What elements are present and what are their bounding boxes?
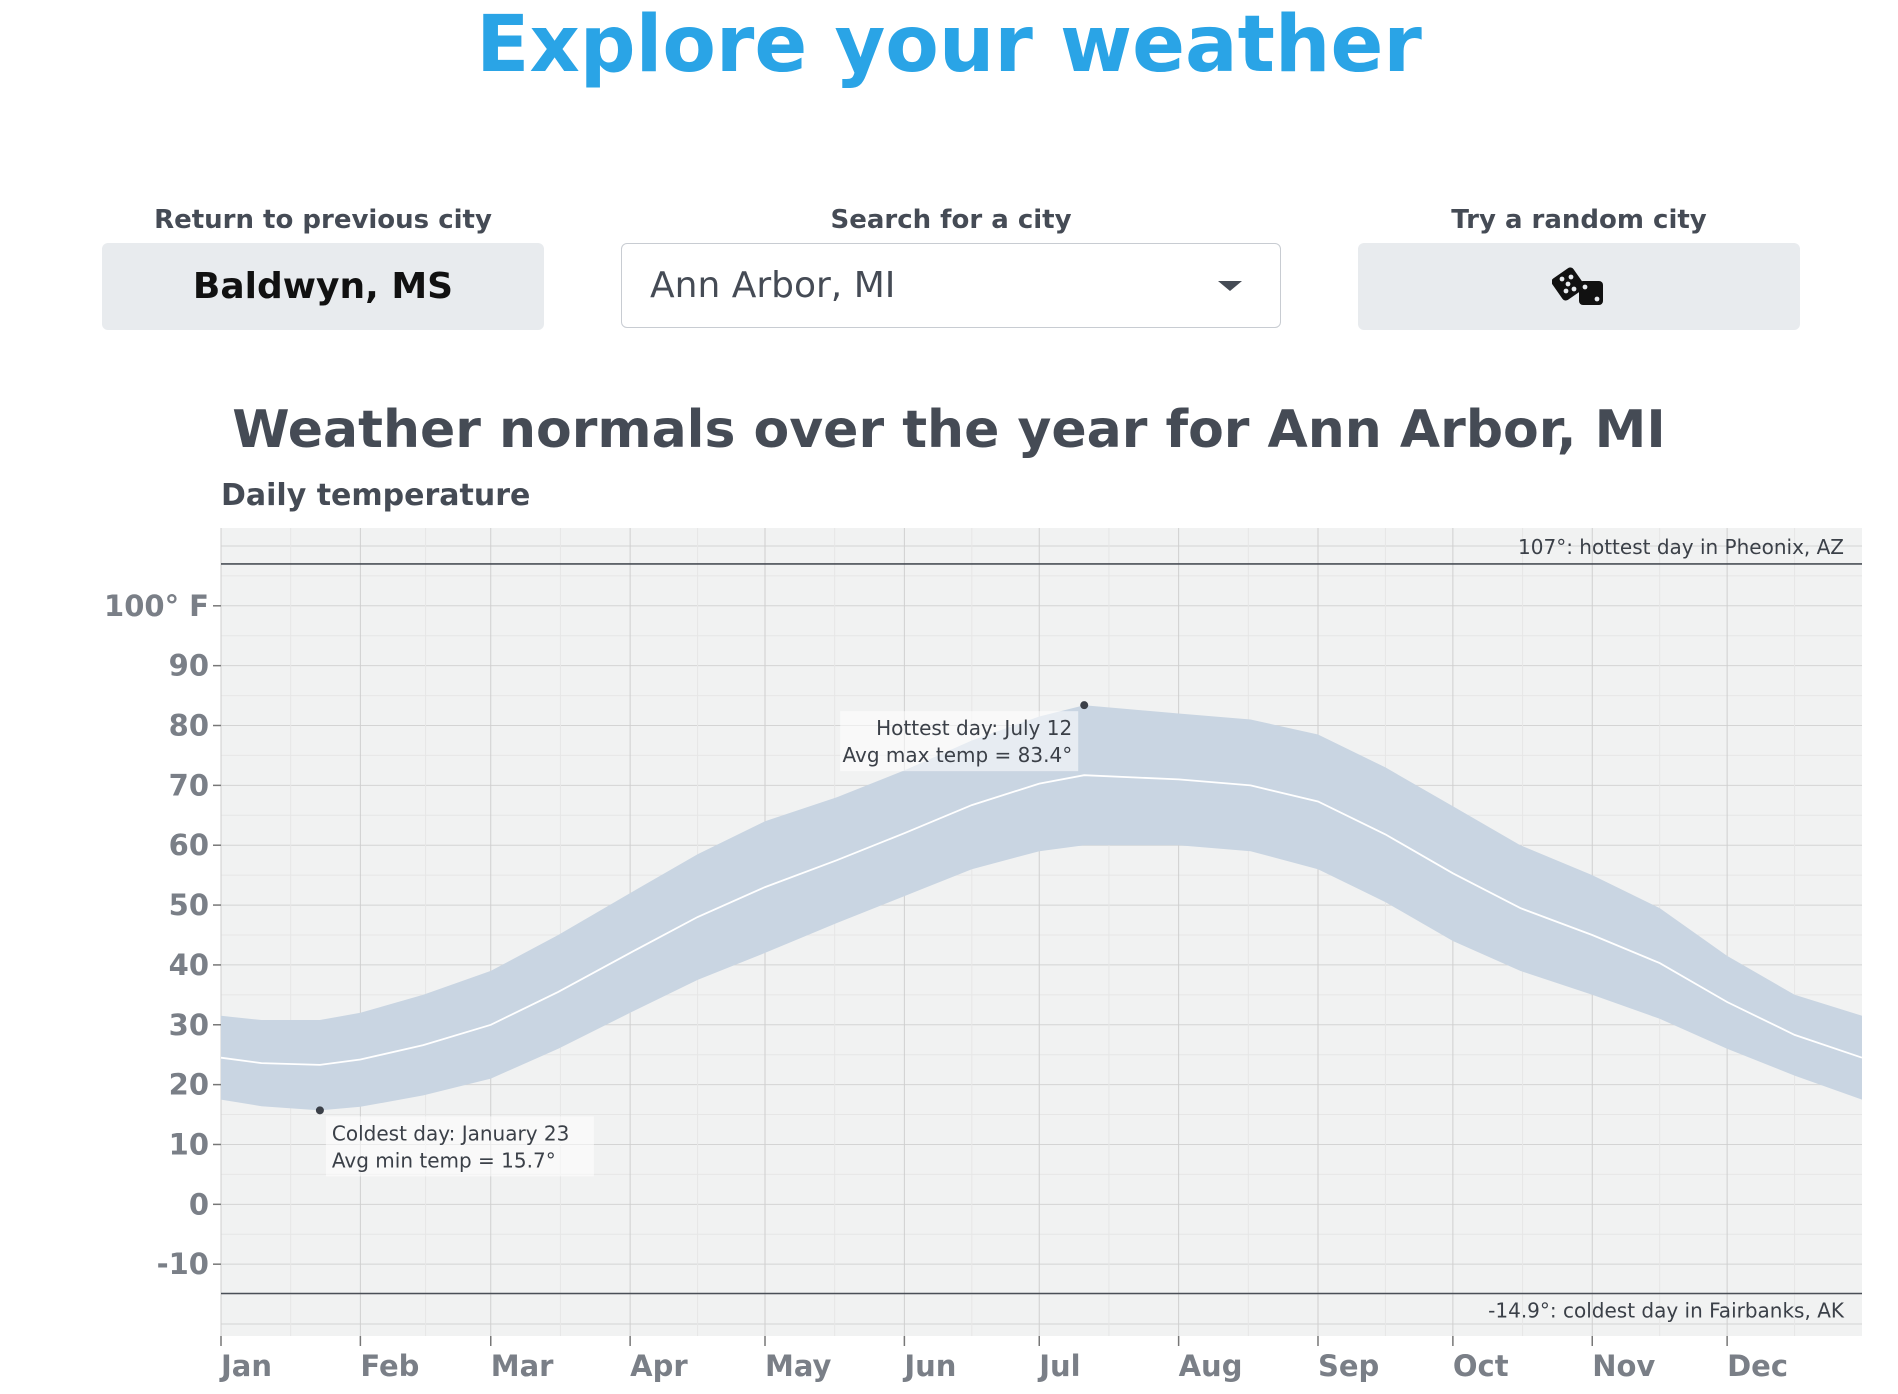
y-tick-label: 70 xyxy=(169,768,209,802)
x-tick-label: Feb xyxy=(360,1349,419,1383)
y-tick-label: 10 xyxy=(169,1127,209,1161)
section-title: Weather normals over the year for Ann Ar… xyxy=(232,400,1666,460)
x-tick-label: Jul xyxy=(1037,1349,1080,1383)
city-search-select[interactable]: Ann Arbor, MI xyxy=(621,243,1281,328)
y-tick-label: 50 xyxy=(169,888,209,922)
chevron-down-icon[interactable] xyxy=(1218,280,1242,291)
search-city-label: Search for a city xyxy=(830,205,1072,235)
average-temperature-line xyxy=(220,774,1863,1066)
annotation-box xyxy=(325,1116,594,1177)
x-tick-label: Apr xyxy=(630,1349,688,1383)
annotation-box xyxy=(840,711,1079,772)
dice-icon xyxy=(1552,266,1603,305)
x-tick-label: Sep xyxy=(1318,1349,1379,1383)
x-tick-label: Jun xyxy=(902,1349,956,1383)
annotation-line-1: Hottest day: July 12 xyxy=(876,716,1072,740)
x-tick-label: May xyxy=(765,1349,832,1383)
y-tick-label: 80 xyxy=(169,709,209,743)
reference-line-label: 107°: hottest day in Pheonix, AZ xyxy=(1518,535,1844,559)
y-tick-label: 90 xyxy=(169,649,209,683)
x-tick-label: Nov xyxy=(1592,1349,1655,1383)
y-tick-label: 60 xyxy=(169,828,209,862)
reference-line-label: -14.9°: coldest day in Fairbanks, AK xyxy=(1488,1299,1845,1323)
y-tick-label: 100° F xyxy=(104,589,209,623)
random-city-button[interactable] xyxy=(1358,243,1800,330)
x-tick-label: Aug xyxy=(1179,1349,1243,1383)
chart-title: Daily temperature xyxy=(221,478,531,513)
previous-city-button[interactable]: Baldwyn, MS xyxy=(102,243,544,330)
annotation-line-2: Avg max temp = 83.4° xyxy=(843,743,1073,767)
page-title: Explore your weather xyxy=(476,0,1422,90)
x-tick-label: Oct xyxy=(1453,1349,1509,1383)
y-tick-label: 20 xyxy=(169,1068,209,1102)
y-tick-label: 40 xyxy=(169,948,209,982)
annotation-line-2: Avg min temp = 15.7° xyxy=(332,1148,556,1172)
annotation-line-1: Coldest day: January 23 xyxy=(332,1121,569,1145)
x-tick-label: Jan xyxy=(219,1349,272,1383)
x-tick-label: Mar xyxy=(491,1349,554,1383)
y-tick-label: 0 xyxy=(189,1187,209,1221)
y-tick-label: -10 xyxy=(157,1247,209,1281)
temperature-range-band xyxy=(221,705,1862,1111)
previous-city-label: Return to previous city xyxy=(154,205,492,235)
annotation-point xyxy=(315,1106,324,1115)
city-search-value[interactable]: Ann Arbor, MI xyxy=(650,265,896,306)
x-tick-label: Dec xyxy=(1727,1349,1788,1383)
random-city-label: Try a random city xyxy=(1451,205,1707,235)
annotation-point xyxy=(1080,701,1089,710)
y-tick-label: 30 xyxy=(169,1008,209,1042)
